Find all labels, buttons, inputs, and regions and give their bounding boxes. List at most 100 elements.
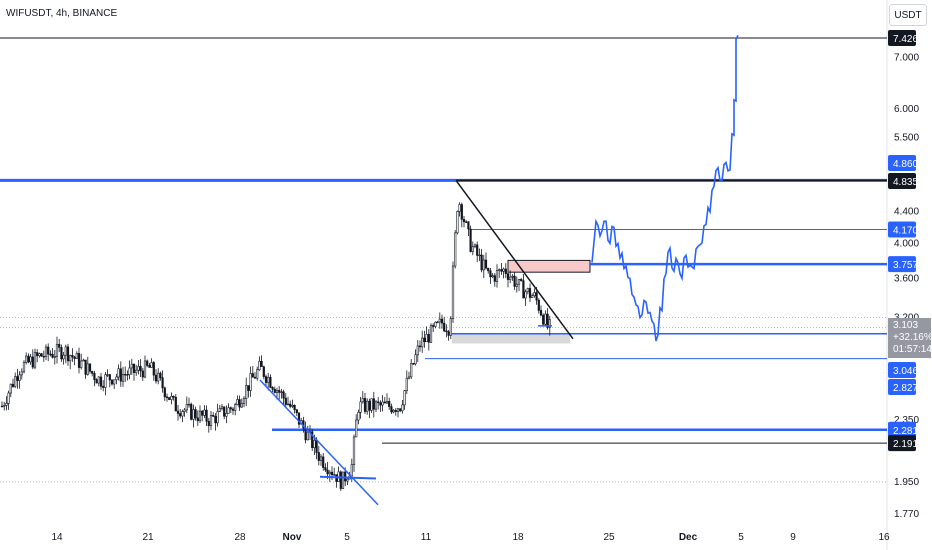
candle-body [476, 244, 479, 256]
candle-body [227, 407, 230, 414]
candle-body [535, 292, 538, 301]
candle-body [385, 401, 389, 404]
candle-body [491, 275, 494, 278]
candle-body [500, 269, 503, 272]
candle-body [480, 254, 483, 271]
candle-body [528, 288, 532, 298]
price-label: 2.281 [893, 426, 918, 437]
candle-body [273, 388, 276, 393]
candle-body [429, 325, 433, 343]
candle-body [447, 331, 450, 336]
candle-body [462, 219, 466, 223]
candle-body [427, 334, 430, 343]
candle-body [121, 374, 125, 382]
blue-trendline [259, 379, 379, 506]
candle-body [359, 401, 362, 413]
candle-body [229, 407, 232, 410]
candle-body [139, 366, 142, 372]
candle-body [93, 373, 96, 380]
demand-zone [452, 334, 570, 344]
candle-body [388, 401, 391, 407]
y-tick-label: 4.400 [894, 207, 919, 218]
candle-body [524, 291, 527, 299]
price-label-bg [888, 435, 916, 452]
x-tick-label: 9 [790, 532, 796, 543]
candle-body [216, 411, 219, 424]
candle-body [542, 314, 545, 325]
candle-body [9, 383, 12, 394]
y-axis: 7.000 6.000 5.500 4.400 4.000 3.600 3.200 2.350… [894, 53, 919, 520]
candle-body [399, 408, 402, 412]
candle-body [3, 405, 6, 407]
candle-body [234, 404, 237, 411]
candle-body [49, 353, 52, 356]
candle-body [209, 415, 213, 427]
candle-body [0, 405, 4, 408]
candle-body [361, 398, 364, 403]
candle-body [401, 404, 404, 412]
candle-body [99, 376, 103, 387]
candle-body [40, 353, 43, 357]
candle-body [165, 396, 169, 398]
current-price-label: 01:57:14 [893, 344, 932, 355]
y-tick-label: 5.500 [894, 133, 919, 144]
candles [0, 202, 551, 492]
candle-body [311, 431, 314, 449]
candle-body [69, 355, 72, 362]
candle-body [374, 401, 378, 410]
candle-body [73, 356, 76, 359]
candle-body [392, 410, 395, 413]
candle-body [20, 371, 23, 376]
candle-body [377, 401, 380, 404]
candle-body [58, 343, 61, 348]
candle-body [317, 452, 320, 461]
y-tick-label: 6.000 [894, 104, 919, 115]
price-label-bg [888, 256, 916, 273]
candle-body [352, 436, 356, 465]
candle-body [315, 440, 318, 453]
candle-body [418, 345, 422, 348]
candle-body [443, 322, 446, 332]
candle-body [506, 273, 510, 280]
candle-body [539, 310, 543, 316]
candle-body [51, 353, 54, 358]
candle-body [346, 478, 349, 482]
currency-button[interactable]: USDT [889, 4, 927, 26]
candle-body [282, 391, 285, 399]
candle-body [394, 410, 397, 412]
price-label-bg [888, 155, 916, 171]
price-label-bg [888, 362, 916, 378]
candle-body [520, 279, 523, 281]
candle-body [372, 398, 375, 410]
candle-body [104, 374, 107, 388]
candle-body [176, 410, 180, 414]
candle-body [236, 399, 239, 405]
candle-body [95, 379, 98, 384]
current-price-label: 3.103 [893, 320, 918, 331]
candle-body [295, 409, 298, 414]
candle-body [322, 456, 325, 468]
candle-body [108, 374, 111, 381]
candle-body [240, 403, 243, 408]
candle-body [11, 383, 15, 387]
price-label: 2.191 [893, 439, 918, 450]
candle-body [319, 456, 323, 461]
candle-body [484, 259, 488, 269]
price-label: 3.046 [893, 366, 918, 377]
candle-body [434, 321, 437, 327]
candle-body [150, 362, 153, 368]
candle-body [117, 368, 120, 378]
candle-body [405, 377, 408, 391]
candle-body [203, 409, 206, 416]
y-tick-label: 1.770 [894, 509, 919, 520]
candle-body [368, 400, 371, 411]
x-tick-label: Dec [679, 532, 698, 543]
candle-body [473, 244, 477, 248]
candle-body [126, 374, 129, 376]
candle-body [18, 374, 21, 381]
candle-body [242, 398, 246, 404]
candle-body [207, 420, 210, 427]
price-label-bg [888, 30, 916, 46]
candle-body [544, 313, 547, 325]
